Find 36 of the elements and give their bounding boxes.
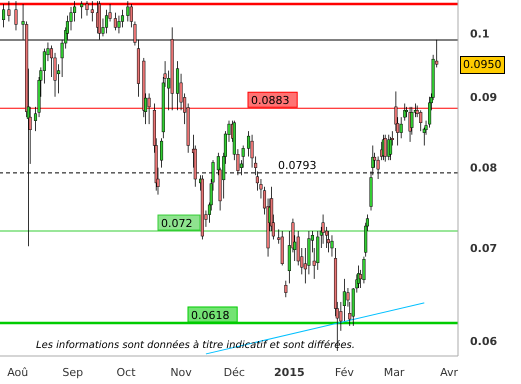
ref-line-label: 0.0883	[251, 94, 290, 108]
x-tick-label: Sep	[62, 366, 84, 379]
candlestick	[160, 138, 164, 168]
candlestick	[384, 134, 387, 162]
y-tick-label: 0.07	[470, 242, 498, 255]
x-tick-label: 2015	[274, 366, 305, 379]
y-tick-label: 0.06	[470, 334, 498, 348]
candlestick	[80, 0, 84, 19]
text: 0.0950	[460, 56, 504, 74]
ref-line-label: 0.0793	[278, 158, 316, 172]
candlestick	[114, 12, 117, 31]
x-tick-label: Nov	[170, 366, 192, 379]
x-tick-label: Aoû	[7, 366, 28, 379]
candlestick	[85, 0, 89, 16]
ref-line-label: 0.072	[161, 217, 192, 230]
candlestick	[2, 4, 6, 28]
candlestick	[148, 93, 151, 125]
candlestick	[126, 0, 130, 22]
candlestick	[362, 256, 366, 284]
candlestick	[90, 0, 94, 22]
x-tick-label: Oct	[116, 366, 136, 379]
candlestick	[342, 278, 346, 322]
y-tick-label: 0.08	[470, 162, 498, 175]
candlestick	[7, 0, 10, 22]
x-tick-label: Fév	[334, 366, 354, 379]
candlestick	[14, 0, 18, 31]
x-tick-label: Avr	[440, 366, 459, 379]
y-tick-label: 0.09	[470, 90, 498, 104]
candlestick	[322, 214, 325, 244]
candlestick	[326, 230, 330, 253]
candlestick	[419, 110, 422, 132]
ref-line-label: 0.0618	[191, 308, 230, 322]
x-tick-label: Mar	[384, 366, 405, 379]
x-tick-label: Déc	[224, 366, 245, 379]
y-tick-label: 0.1	[470, 27, 490, 40]
candlestick	[284, 280, 288, 298]
